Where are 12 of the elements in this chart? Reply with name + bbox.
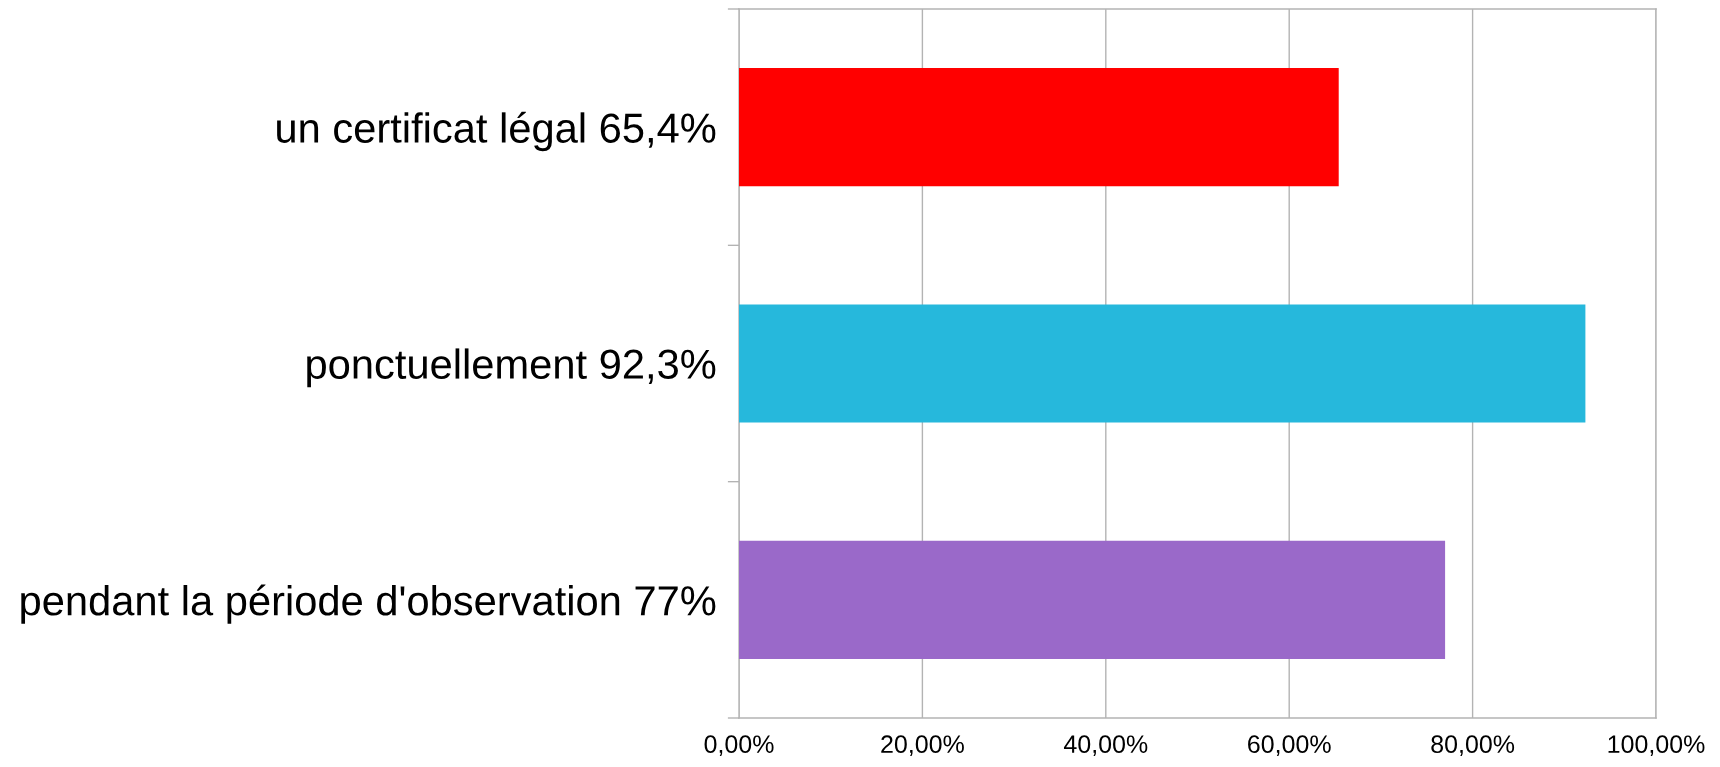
y-tick-label: pendant la période d'observation 77% xyxy=(21,584,716,624)
x-tick-label: 0,00% xyxy=(704,735,774,756)
x-tick-label: 60,00% xyxy=(1248,735,1331,756)
bar xyxy=(739,540,1446,659)
x-tick-label: 100,00% xyxy=(1608,735,1705,756)
x-tick-label: 80,00% xyxy=(1431,735,1515,756)
x-tick-label: 20,00% xyxy=(881,735,964,756)
bar xyxy=(739,304,1586,423)
x-tick-label: 40,00% xyxy=(1063,735,1148,756)
y-tick-label: un certificat légal 65,4% xyxy=(277,111,716,152)
bar xyxy=(739,68,1339,187)
y-tick-label: ponctuellement 92,3% xyxy=(307,348,716,388)
